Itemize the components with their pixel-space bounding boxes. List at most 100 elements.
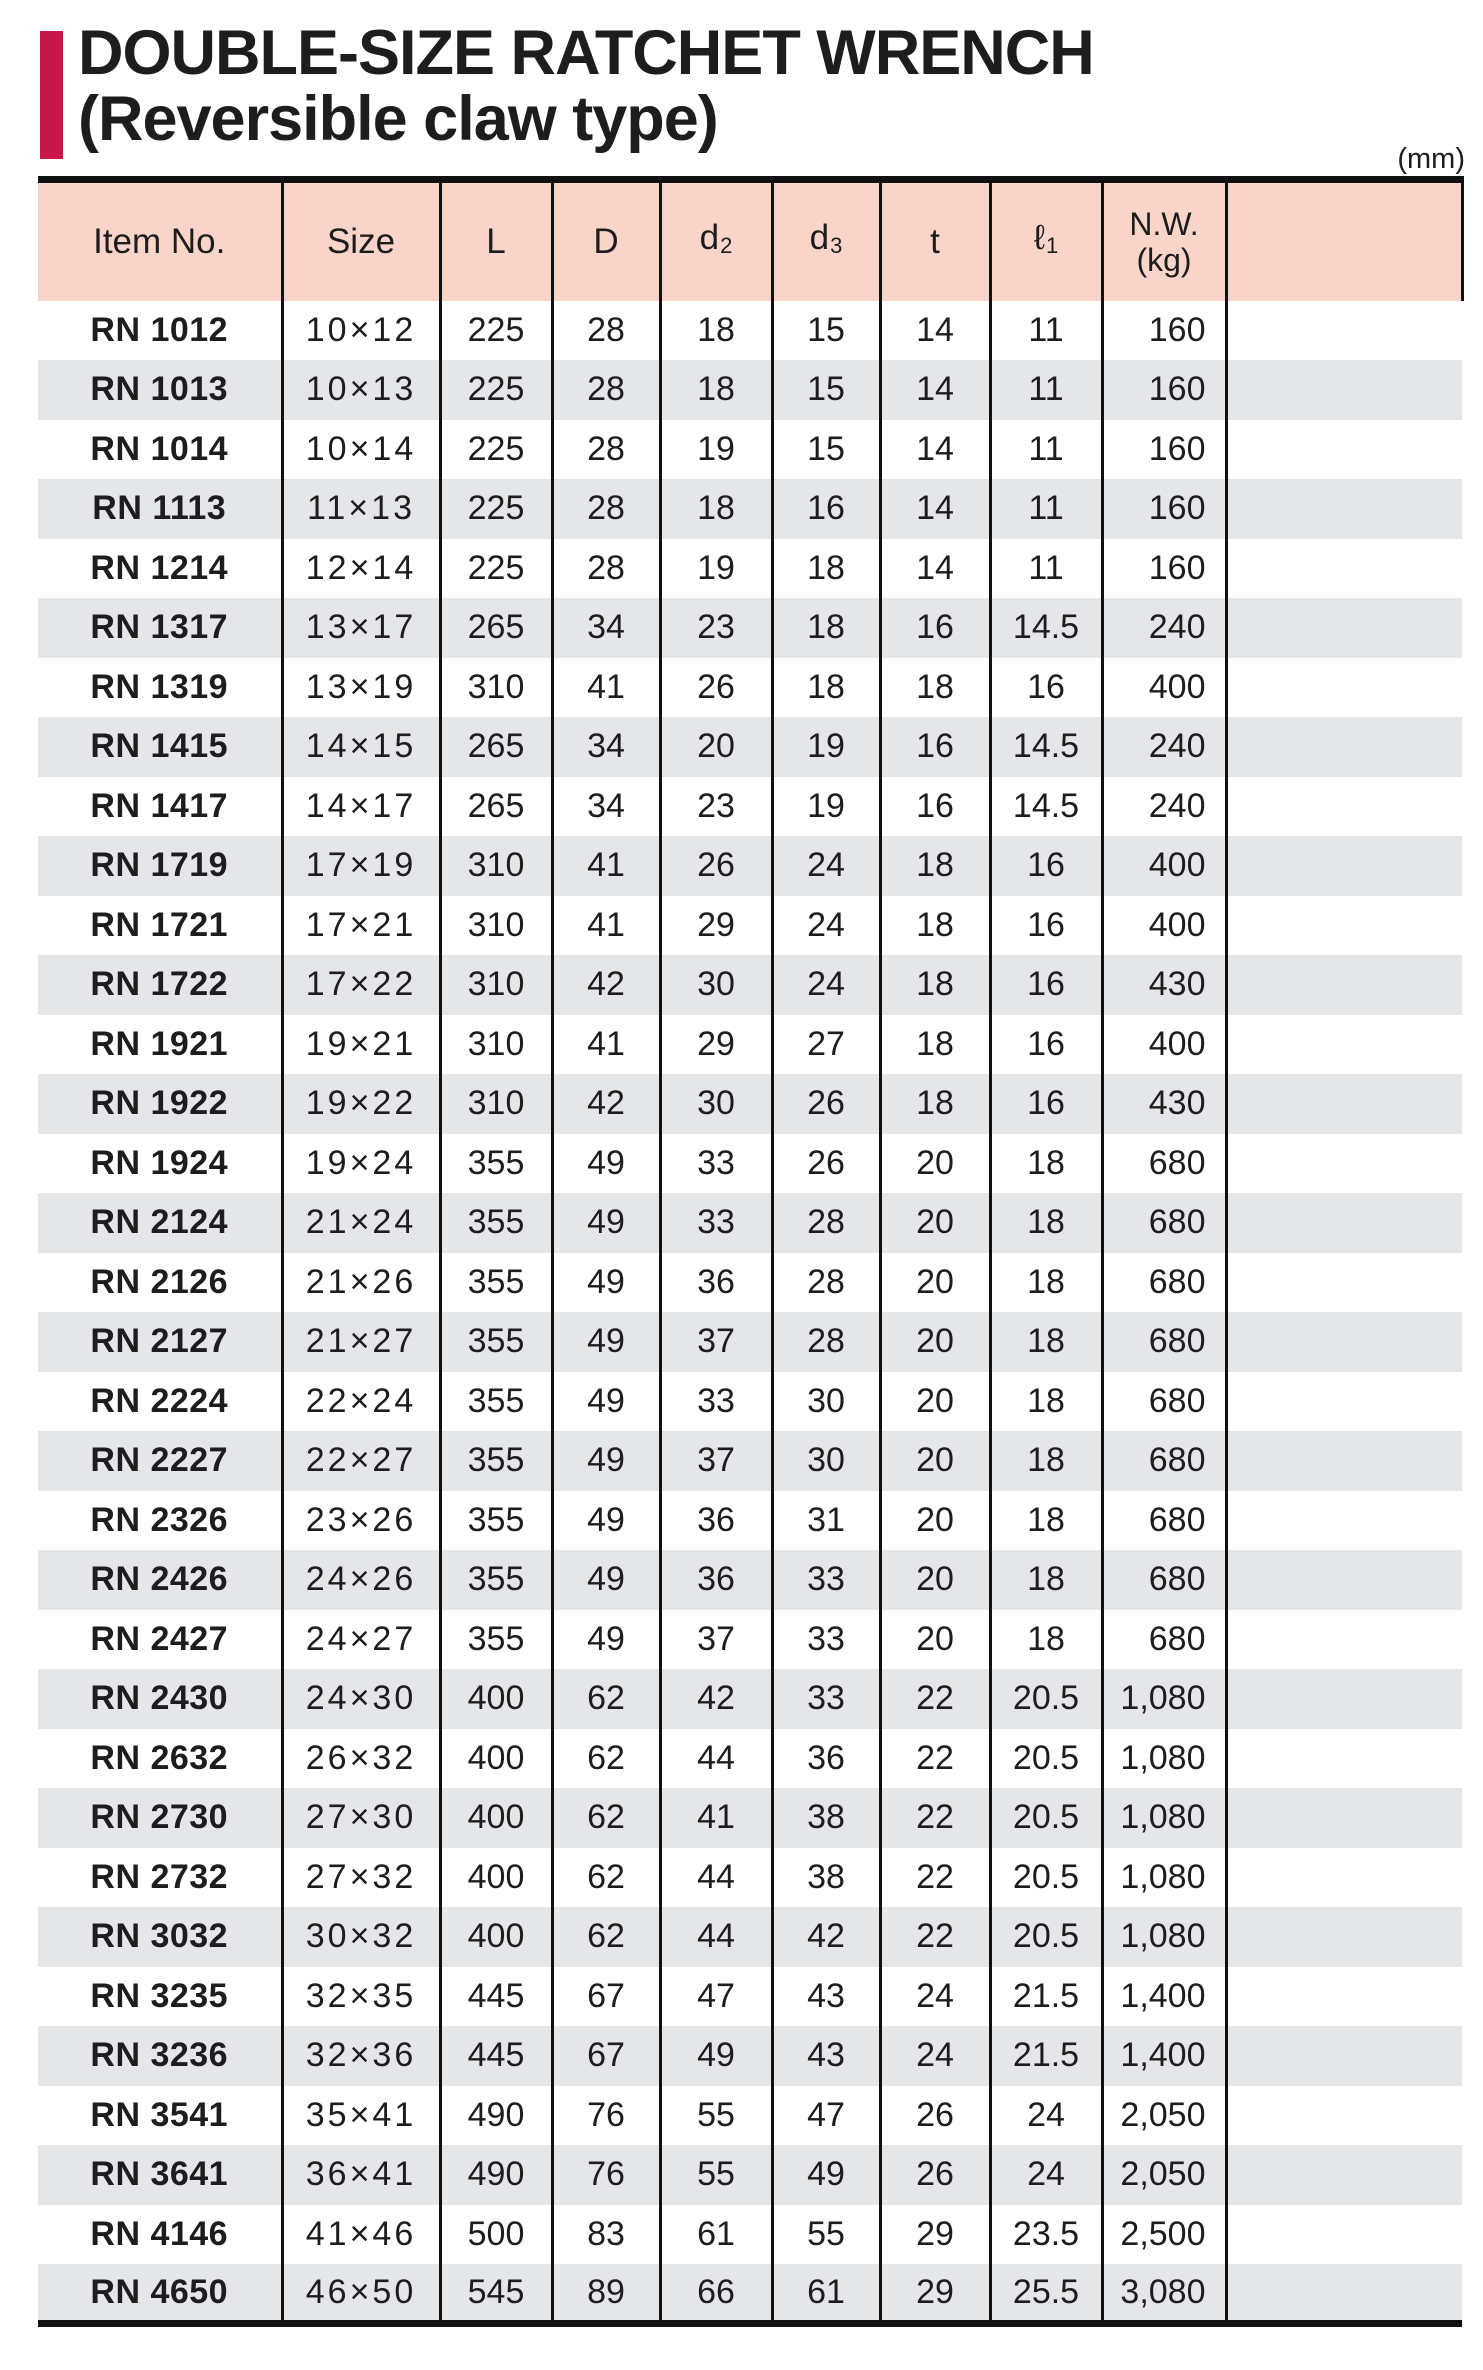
cell-blank [1224, 1550, 1462, 1610]
cell-d2: 20 [658, 717, 772, 777]
cell-l1: 11 [988, 360, 1102, 420]
cell-nw: 1,080 [1100, 1907, 1226, 1967]
cell-L: 265 [438, 598, 552, 658]
cell-item: RN 2227 [90, 1441, 229, 1480]
cell-t: 26 [878, 2145, 990, 2205]
cell-d3: 27 [770, 1014, 880, 1074]
cell-blank [1224, 1728, 1462, 1788]
cell-d3: 30 [770, 1431, 880, 1491]
cell-nw: 400 [1100, 836, 1226, 896]
cell-d2: 26 [658, 836, 772, 896]
cell-D: 67 [550, 2026, 660, 2086]
cell-L: 355 [438, 1490, 552, 1550]
cell-D: 49 [550, 1371, 660, 1431]
cell-L: 310 [438, 1074, 552, 1134]
cell-d2: 41 [658, 1788, 772, 1848]
cell-d2: 36 [658, 1252, 772, 1312]
cell-blank [1224, 2264, 1462, 2324]
cell-d3: 28 [770, 1252, 880, 1312]
cell-size: 46×50 [280, 2264, 440, 2324]
cell-t: 18 [878, 1074, 990, 1134]
page-title-line2: (Reversible claw type) [78, 84, 719, 154]
cell-d3: 18 [770, 538, 880, 598]
cell-item: RN 1417 [90, 786, 229, 825]
cell-l1: 20.5 [988, 1669, 1102, 1729]
cell-l1: 24 [988, 2085, 1102, 2145]
cell-size: 14×15 [280, 717, 440, 777]
cell-blank [1224, 657, 1462, 717]
cell-D: 49 [550, 1431, 660, 1491]
cell-d2: 44 [658, 1847, 772, 1907]
cell-d2: 37 [658, 1312, 772, 1372]
cell-item: RN 1113 [92, 489, 227, 528]
cell-nw: 160 [1100, 300, 1226, 360]
column-header-nw: N.W. (kg) [1100, 179, 1226, 301]
cell-nw: 240 [1100, 717, 1226, 777]
table-row: RN 1922 19×22 310 42 30 26 18 16 430 [38, 1074, 1462, 1134]
cell-blank [1224, 479, 1462, 539]
cell-d3: 61 [770, 2264, 880, 2324]
cell-d2: 55 [658, 2145, 772, 2205]
cell-d2: 30 [658, 955, 772, 1015]
cell-d3: 19 [770, 717, 880, 777]
cell-size: 27×30 [280, 1788, 440, 1848]
cell-size: 41×46 [280, 2204, 440, 2264]
cell-d3: 42 [770, 1907, 880, 1967]
cell-d2: 19 [658, 419, 772, 479]
title-block: DOUBLE-SIZE RATCHET WRENCH (Reversible c… [40, 20, 1095, 159]
cell-d3: 30 [770, 1371, 880, 1431]
cell-size: 24×30 [280, 1669, 440, 1729]
cell-item: RN 2427 [90, 1619, 229, 1658]
cell-blank [1224, 538, 1462, 598]
cell-t: 22 [878, 1788, 990, 1848]
cell-item: RN 1012 [90, 310, 229, 349]
cell-D: 41 [550, 836, 660, 896]
cell-t: 20 [878, 1252, 990, 1312]
cell-size: 22×24 [280, 1371, 440, 1431]
table-row: RN 2427 24×27 355 49 37 33 20 18 680 [38, 1609, 1462, 1669]
cell-L: 400 [438, 1847, 552, 1907]
table-row: RN 1721 17×21 310 41 29 24 18 16 400 [38, 895, 1462, 955]
cell-item: RN 1317 [90, 608, 229, 647]
column-header-item: Item No. [38, 179, 282, 301]
cell-t: 20 [878, 1431, 990, 1491]
cell-nw: 680 [1100, 1550, 1226, 1610]
cell-L: 310 [438, 657, 552, 717]
cell-t: 14 [878, 360, 990, 420]
cell-t: 22 [878, 1728, 990, 1788]
cell-blank [1224, 1490, 1462, 1550]
cell-d2: 44 [658, 1907, 772, 1967]
cell-L: 225 [438, 419, 552, 479]
cell-D: 49 [550, 1312, 660, 1372]
cell-nw: 680 [1100, 1133, 1226, 1193]
cell-item: RN 1921 [90, 1024, 229, 1063]
cell-L: 265 [438, 717, 552, 777]
cell-d2: 55 [658, 2085, 772, 2145]
cell-item: RN 1922 [90, 1084, 229, 1123]
cell-item: RN 2430 [90, 1679, 229, 1718]
cell-size: 23×26 [280, 1490, 440, 1550]
cell-item: RN 1719 [90, 846, 229, 885]
cell-L: 490 [438, 2145, 552, 2205]
cell-D: 34 [550, 598, 660, 658]
table-row: RN 1921 19×21 310 41 29 27 18 16 400 [38, 1014, 1462, 1074]
cell-size: 10×12 [280, 300, 440, 360]
column-header-d3: d3 [770, 179, 880, 301]
cell-item: RN 1415 [90, 727, 229, 766]
cell-nw: 160 [1100, 479, 1226, 539]
cell-d3: 28 [770, 1312, 880, 1372]
cell-size: 21×27 [280, 1312, 440, 1372]
cell-L: 355 [438, 1133, 552, 1193]
cell-d2: 37 [658, 1609, 772, 1669]
cell-blank [1224, 1074, 1462, 1134]
cell-nw: 680 [1100, 1371, 1226, 1431]
cell-l1: 18 [988, 1371, 1102, 1431]
cell-D: 62 [550, 1847, 660, 1907]
column-header-size: Size [280, 179, 440, 301]
table-row: RN 3641 36×41 490 76 55 49 26 24 2,050 [38, 2145, 1462, 2205]
cell-item: RN 2732 [90, 1857, 229, 1896]
cell-d2: 61 [658, 2204, 772, 2264]
cell-size: 10×13 [280, 360, 440, 420]
cell-l1: 16 [988, 836, 1102, 896]
table-row: RN 1012 10×12 225 28 18 15 14 11 160 [38, 300, 1462, 360]
